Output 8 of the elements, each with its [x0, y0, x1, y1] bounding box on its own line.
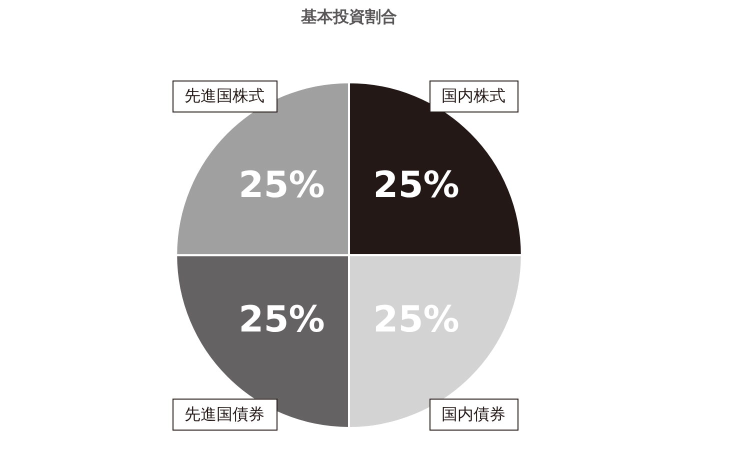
data-label: 25%: [373, 165, 460, 206]
slice-label: 国内株式: [441, 86, 506, 106]
slice-label: 先進国債券: [184, 404, 265, 424]
slice-label: 国内債券: [441, 404, 506, 424]
data-label: 25%: [238, 300, 325, 341]
data-label: 25%: [238, 165, 325, 206]
chart-title: 基本投資割合: [300, 6, 397, 26]
slice-label: 先進国株式: [184, 86, 265, 106]
